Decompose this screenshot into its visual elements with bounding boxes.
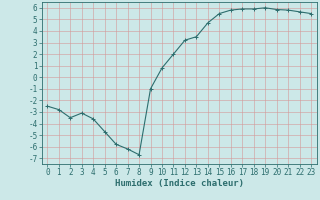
X-axis label: Humidex (Indice chaleur): Humidex (Indice chaleur) <box>115 179 244 188</box>
